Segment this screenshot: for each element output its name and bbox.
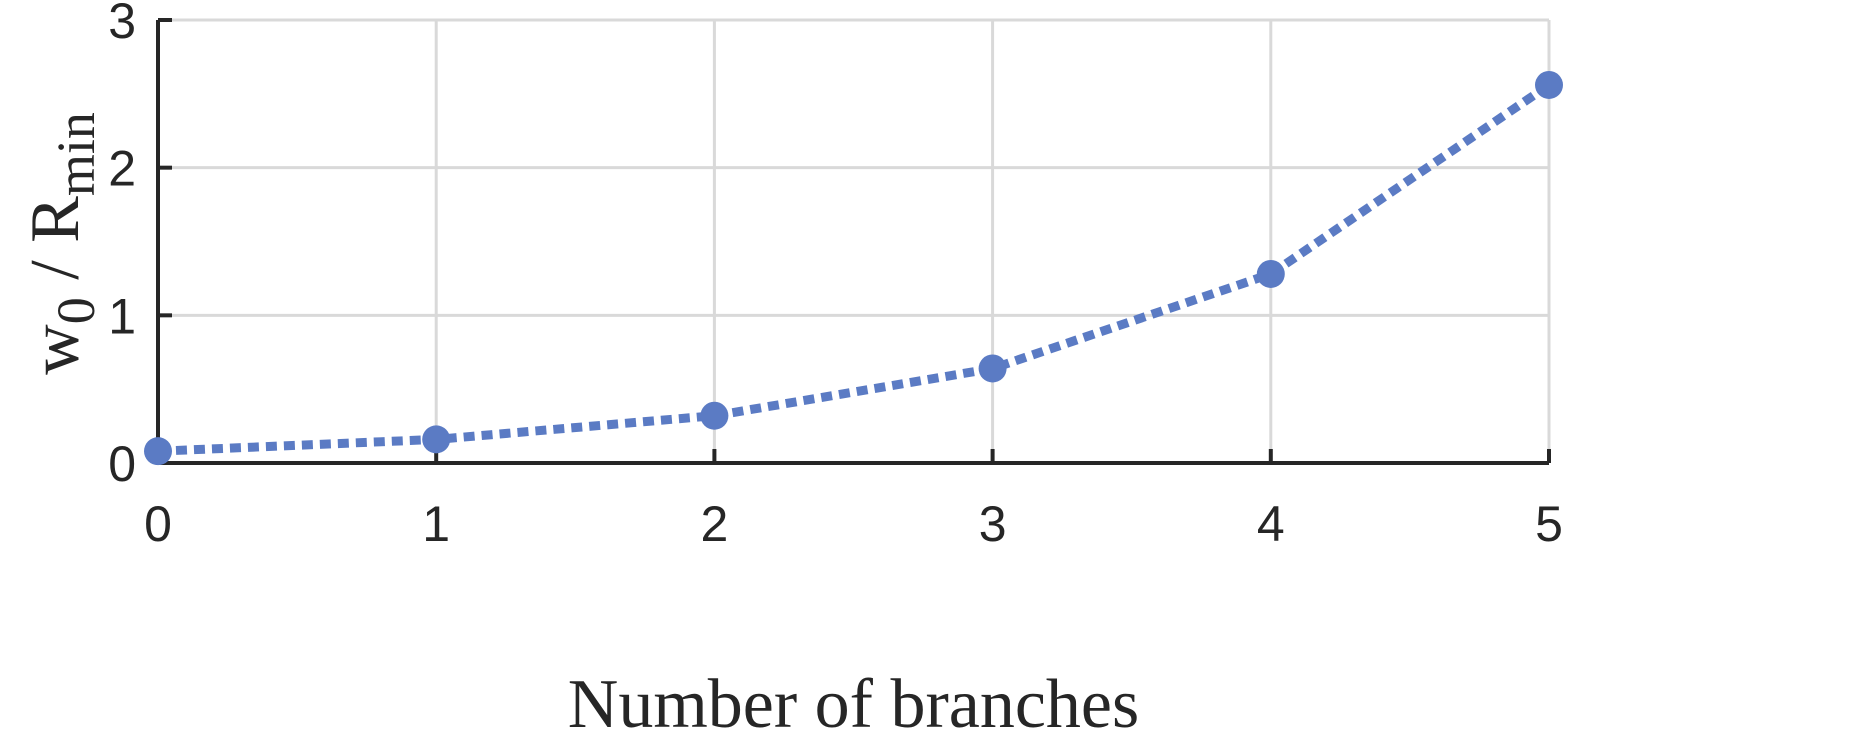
x-tick-label: 0	[144, 496, 172, 552]
y-label-r-subscript: min	[46, 112, 106, 196]
x-tick-label: 3	[979, 496, 1007, 552]
data-point	[144, 437, 172, 466]
y-axis-label: w0 / Rmin	[17, 112, 106, 375]
y-tick-label: 3	[108, 0, 136, 49]
x-tick-label: 4	[1257, 496, 1285, 552]
series-line	[157, 81, 1552, 456]
y-label-separator: /	[17, 243, 94, 297]
y-tick-label: 0	[108, 436, 136, 492]
y-label-w-subscript: 0	[46, 297, 106, 324]
x-tick-label: 1	[422, 496, 450, 552]
x-tick-label: 2	[700, 496, 728, 552]
y-tick-label: 2	[108, 141, 136, 197]
series	[144, 70, 1563, 466]
x-tick-label: 5	[1535, 496, 1563, 552]
y-label-r: R	[17, 196, 94, 243]
axis-frame	[156, 20, 1549, 465]
data-point	[1256, 259, 1285, 288]
data-point	[1535, 70, 1563, 99]
data-point	[700, 401, 729, 430]
y-label-w: w	[17, 324, 94, 375]
grid	[156, 18, 1551, 465]
axes	[156, 20, 1549, 465]
ticks: 0 1 2 3 4 5 0 1 2 3	[108, 0, 1563, 552]
x-axis-label: Number of branches	[568, 666, 1139, 742]
data-point	[978, 354, 1007, 383]
data-point	[422, 425, 451, 454]
y-tick-label: 1	[108, 288, 136, 344]
